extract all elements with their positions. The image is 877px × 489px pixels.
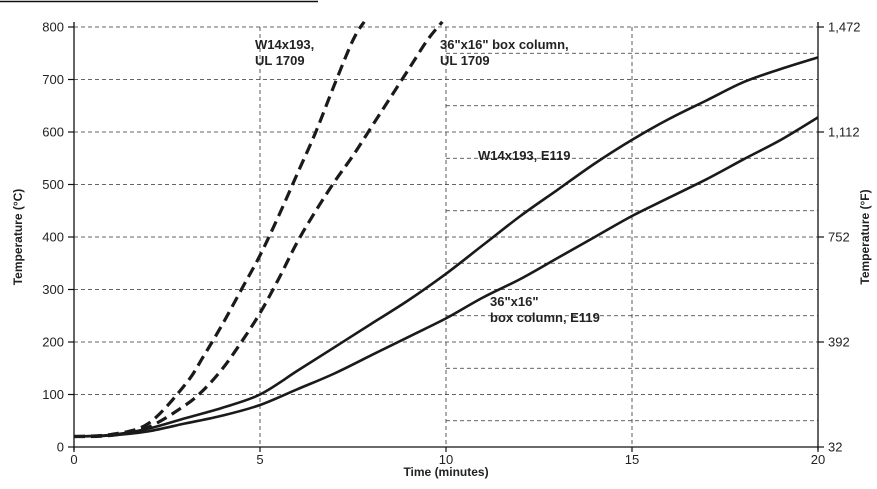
series-label-line: W14x193, (255, 37, 314, 52)
x-tick-label: 0 (70, 452, 77, 467)
axes (0, 0, 824, 452)
y-tick-label-left: 400 (42, 230, 64, 245)
x-tick-label: 5 (256, 452, 263, 467)
grid-layer (74, 26, 818, 447)
y-tick-label-left: 600 (42, 125, 64, 140)
y-axis-title-left: Temperature (°C) (11, 189, 25, 286)
x-axis-title: Time (minutes) (403, 465, 488, 479)
series-layer (74, 20, 818, 439)
y-tick-label-right: 32 (828, 440, 842, 455)
series-label-line: UL 1709 (255, 53, 305, 68)
x-tick-label: 15 (625, 452, 639, 467)
y-tick-label-left: 200 (42, 335, 64, 350)
series-label-line: 36"x16" (490, 294, 538, 309)
y-tick-label-right: 392 (828, 335, 850, 350)
y-tick-label-left: 300 (42, 282, 64, 297)
y-tick-label-left: 0 (57, 440, 64, 455)
y-tick-label-left: 700 (42, 72, 64, 87)
x-tick-label: 20 (811, 452, 825, 467)
series-label-line: box column, E119 (490, 310, 600, 325)
series-box-column-ul1709 (74, 20, 444, 439)
label-box-column-ul1709: 36"x16" box column, UL 1709 (440, 37, 569, 68)
y-tick-label-right: 752 (828, 230, 850, 245)
x-tick-label: 10 (439, 452, 453, 467)
y-tick-label-left: 100 (42, 387, 64, 402)
y-tick-label-left: 800 (42, 20, 64, 35)
series-w14x193-e119 (74, 56, 818, 438)
y-tick-label-left: 500 (42, 177, 64, 192)
y-axis-title-right: Temperature (°F) (858, 189, 872, 284)
series-label-line: 36"x16" box column, (440, 37, 569, 52)
series-w14x193-ul1709 (74, 20, 366, 439)
labels-layer: 0100200300400500600700800323927521,1121,… (42, 20, 860, 468)
label-box-column-e119: 36"x16" box column, E119 (490, 294, 600, 325)
label-w14x193-e119: W14x193, E119 (478, 148, 571, 163)
series-box-column-e119 (74, 116, 818, 438)
y-tick-label-right: 1,112 (828, 125, 860, 140)
series-label-line: W14x193, E119 (478, 148, 571, 163)
y-tick-label-right: 1,472 (828, 20, 861, 35)
series-label-line: UL 1709 (440, 53, 490, 68)
label-w14x193-ul1709: W14x193, UL 1709 (255, 37, 314, 68)
